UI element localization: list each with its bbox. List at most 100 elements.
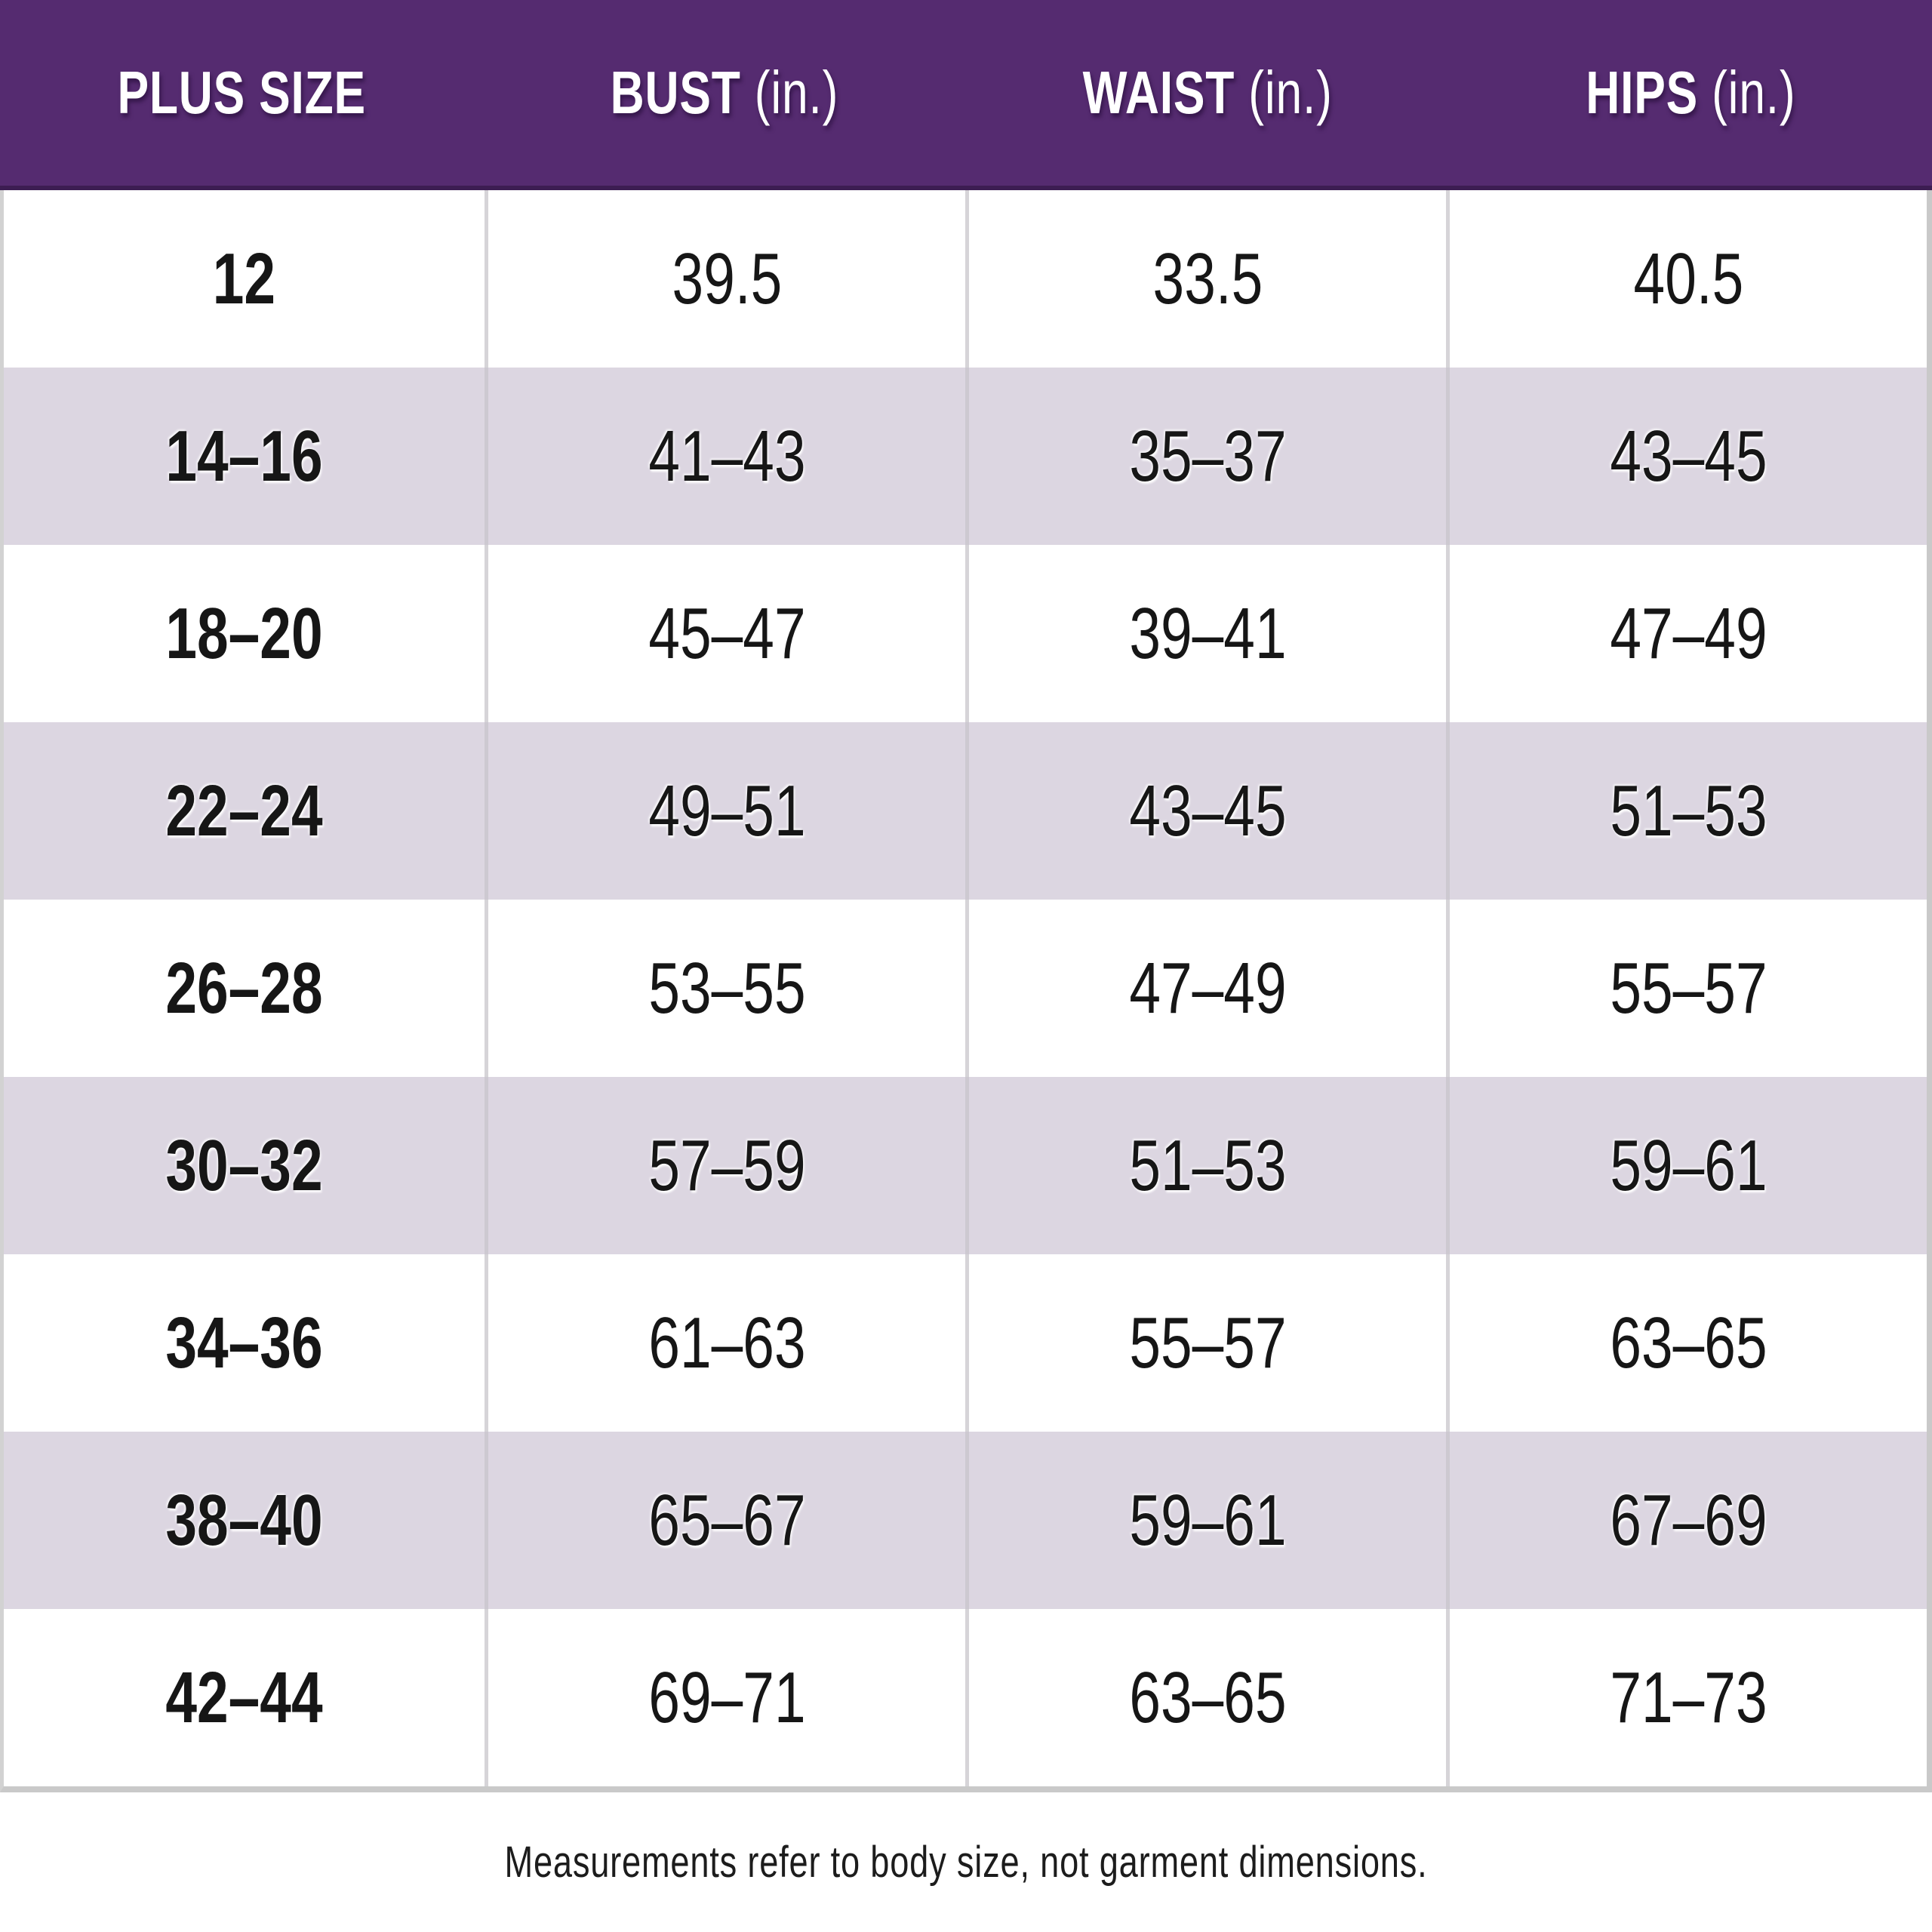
cell-value: 14–16 bbox=[165, 415, 323, 497]
cell-value: 35–37 bbox=[1128, 415, 1287, 497]
cell-value: 55–57 bbox=[1128, 1302, 1287, 1383]
header-label-hips: HIPS (in.) bbox=[1586, 58, 1795, 128]
table-header-row: PLUS SIZE BUST (in.) WAIST (in.) HIPS (i… bbox=[0, 0, 1932, 190]
table-cell-hips: 43–45 bbox=[1446, 368, 1927, 545]
table-cell-size: 12 bbox=[4, 190, 485, 368]
cell-value: 12 bbox=[212, 238, 276, 319]
cell-value: 33.5 bbox=[1152, 238, 1263, 319]
header-cell-waist: WAIST (in.) bbox=[966, 58, 1449, 128]
cell-value: 39–41 bbox=[1128, 592, 1287, 674]
cell-value: 30–32 bbox=[165, 1124, 323, 1206]
cell-value: 53–55 bbox=[648, 947, 806, 1029]
table-cell-size: 18–20 bbox=[4, 545, 485, 722]
table-cell-hips: 40.5 bbox=[1446, 190, 1927, 368]
cell-value: 42–44 bbox=[165, 1657, 323, 1738]
table-row: 14–16 41–43 35–37 43–45 bbox=[4, 368, 1927, 545]
table-row: 12 39.5 33.5 40.5 bbox=[4, 190, 1927, 368]
table-cell-size: 22–24 bbox=[4, 722, 485, 900]
table-cell-bust: 39.5 bbox=[485, 190, 965, 368]
table-row: 38–40 65–67 59–61 67–69 bbox=[4, 1432, 1927, 1609]
cell-value: 41–43 bbox=[648, 415, 806, 497]
table-cell-size: 34–36 bbox=[4, 1254, 485, 1432]
table-row: 18–20 45–47 39–41 47–49 bbox=[4, 545, 1927, 722]
cell-value: 45–47 bbox=[648, 592, 806, 674]
cell-value: 69–71 bbox=[648, 1657, 806, 1738]
header-cell-hips: HIPS (in.) bbox=[1449, 58, 1932, 128]
cell-value: 63–65 bbox=[1128, 1657, 1287, 1738]
table-cell-bust: 53–55 bbox=[485, 900, 965, 1077]
table-cell-bust: 49–51 bbox=[485, 722, 965, 900]
table-cell-bust: 41–43 bbox=[485, 368, 965, 545]
cell-value: 59–61 bbox=[1128, 1479, 1287, 1561]
table-cell-bust: 61–63 bbox=[485, 1254, 965, 1432]
header-label-unit: (in.) bbox=[1711, 59, 1796, 126]
table-cell-waist: 47–49 bbox=[965, 900, 1446, 1077]
header-label-plus-size: PLUS SIZE bbox=[117, 58, 365, 128]
table-row: 42–44 69–71 63–65 71–73 bbox=[4, 1609, 1927, 1786]
header-label-bold: HIPS bbox=[1585, 59, 1698, 126]
cell-value: 51–53 bbox=[1609, 770, 1767, 851]
cell-value: 61–63 bbox=[648, 1302, 806, 1383]
table-row: 22–24 49–51 43–45 51–53 bbox=[4, 722, 1927, 900]
cell-value: 40.5 bbox=[1633, 238, 1743, 319]
table-cell-size: 26–28 bbox=[4, 900, 485, 1077]
table-cell-waist: 63–65 bbox=[965, 1609, 1446, 1786]
table-cell-waist: 55–57 bbox=[965, 1254, 1446, 1432]
cell-value: 55–57 bbox=[1609, 947, 1767, 1029]
table-cell-waist: 39–41 bbox=[965, 545, 1446, 722]
table-cell-bust: 65–67 bbox=[485, 1432, 965, 1609]
table-cell-size: 30–32 bbox=[4, 1077, 485, 1254]
cell-value: 22–24 bbox=[165, 770, 323, 851]
table-cell-bust: 57–59 bbox=[485, 1077, 965, 1254]
table-cell-bust: 69–71 bbox=[485, 1609, 965, 1786]
table-cell-hips: 51–53 bbox=[1446, 722, 1927, 900]
cell-value: 71–73 bbox=[1609, 1657, 1767, 1738]
cell-value: 47–49 bbox=[1609, 592, 1767, 674]
footnote-text: Measurements refer to body size, not gar… bbox=[504, 1838, 1428, 1887]
cell-value: 38–40 bbox=[165, 1479, 323, 1561]
header-label-bold: WAIST bbox=[1082, 59, 1235, 126]
table-body: 12 39.5 33.5 40.5 14–16 41–43 35–37 43–4… bbox=[0, 190, 1932, 1792]
header-label-bold: PLUS SIZE bbox=[117, 59, 366, 126]
cell-value: 18–20 bbox=[165, 592, 323, 674]
table-row: 34–36 61–63 55–57 63–65 bbox=[4, 1254, 1927, 1432]
table-cell-size: 42–44 bbox=[4, 1609, 485, 1786]
cell-value: 39.5 bbox=[672, 238, 782, 319]
header-cell-bust: BUST (in.) bbox=[483, 58, 966, 128]
table-cell-waist: 33.5 bbox=[965, 190, 1446, 368]
header-label-unit: (in.) bbox=[1248, 59, 1333, 126]
table-cell-waist: 51–53 bbox=[965, 1077, 1446, 1254]
cell-value: 43–45 bbox=[1609, 415, 1767, 497]
cell-value: 59–61 bbox=[1609, 1124, 1767, 1206]
table-cell-hips: 47–49 bbox=[1446, 545, 1927, 722]
cell-value: 26–28 bbox=[165, 947, 323, 1029]
cell-value: 57–59 bbox=[648, 1124, 806, 1206]
table-cell-hips: 71–73 bbox=[1446, 1609, 1927, 1786]
cell-value: 67–69 bbox=[1609, 1479, 1767, 1561]
table-cell-size: 38–40 bbox=[4, 1432, 485, 1609]
cell-value: 47–49 bbox=[1128, 947, 1287, 1029]
cell-value: 63–65 bbox=[1609, 1302, 1767, 1383]
cell-value: 43–45 bbox=[1128, 770, 1287, 851]
cell-value: 65–67 bbox=[648, 1479, 806, 1561]
header-cell-plus-size: PLUS SIZE bbox=[0, 58, 483, 128]
table-cell-hips: 59–61 bbox=[1446, 1077, 1927, 1254]
table-row: 30–32 57–59 51–53 59–61 bbox=[4, 1077, 1927, 1254]
cell-value: 34–36 bbox=[165, 1302, 323, 1383]
header-label-bold: BUST bbox=[610, 59, 741, 126]
header-label-bust: BUST (in.) bbox=[611, 58, 838, 128]
table-cell-hips: 55–57 bbox=[1446, 900, 1927, 1077]
header-label-waist: WAIST (in.) bbox=[1083, 58, 1333, 128]
table-cell-hips: 63–65 bbox=[1446, 1254, 1927, 1432]
header-label-unit: (in.) bbox=[754, 59, 839, 126]
table-cell-hips: 67–69 bbox=[1446, 1432, 1927, 1609]
table-row: 26–28 53–55 47–49 55–57 bbox=[4, 900, 1927, 1077]
table-cell-waist: 59–61 bbox=[965, 1432, 1446, 1609]
table-cell-waist: 43–45 bbox=[965, 722, 1446, 900]
footer: Measurements refer to body size, not gar… bbox=[0, 1792, 1932, 1932]
table-cell-size: 14–16 bbox=[4, 368, 485, 545]
table-cell-waist: 35–37 bbox=[965, 368, 1446, 545]
cell-value: 51–53 bbox=[1128, 1124, 1287, 1206]
table-cell-bust: 45–47 bbox=[485, 545, 965, 722]
